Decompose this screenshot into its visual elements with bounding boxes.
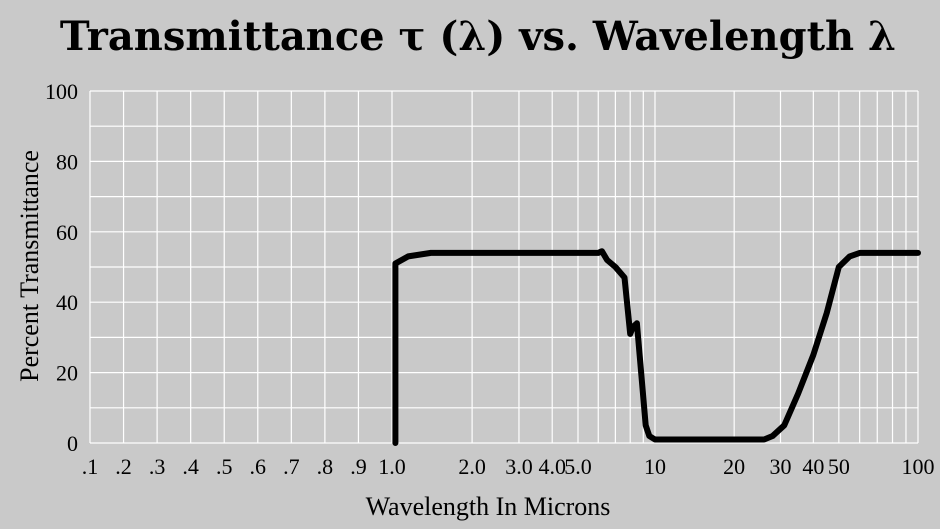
x-tick-label: .7: [283, 454, 300, 479]
x-tick-labels: .1 .2 .3 .4 .5 .6 .7 .8 .9 1.0 2.0 3.0 4.05.0 10 20 30 4…: [82, 454, 935, 479]
x-tick-label: 50: [828, 454, 850, 479]
y-axis-label: Percent Transmittance: [15, 150, 44, 382]
x-tick-label: .6: [250, 454, 267, 479]
y-tick-label: 20: [56, 361, 78, 386]
y-tick-label: 40: [56, 290, 78, 315]
x-tick-label: .4: [182, 454, 199, 479]
x-axis-label: Wavelength In Microns: [366, 492, 611, 521]
chart-title: Transmittance τ (λ) vs. Wavelength λ: [60, 13, 896, 60]
x-tick-label: .9: [350, 454, 367, 479]
x-tick-label: 4.0: [538, 454, 566, 479]
x-tick-label: 20: [723, 454, 745, 479]
x-tick-label: 5.0: [564, 454, 592, 479]
y-tick-label: 0: [67, 431, 78, 456]
x-tick-label: .8: [317, 454, 334, 479]
x-tick-label: 40: [802, 454, 824, 479]
x-tick-label: .3: [149, 454, 166, 479]
x-tick-label: 2.0: [458, 454, 486, 479]
x-tick-label: 30: [769, 454, 791, 479]
y-tick-label: 60: [56, 220, 78, 245]
x-tick-label: .2: [115, 454, 132, 479]
y-tick-labels: 0 20 40 60 80 100: [45, 79, 78, 456]
x-tick-label: .5: [216, 454, 233, 479]
x-tick-label: 100: [902, 454, 935, 479]
x-tick-label: 10: [644, 454, 666, 479]
transmittance-line: [392, 248, 921, 446]
x-tick-label: .1: [82, 454, 99, 479]
y-tick-label: 80: [56, 149, 78, 174]
x-tick-label: 1.0: [378, 454, 406, 479]
y-tick-label: 100: [45, 79, 78, 104]
x-tick-label: 3.0: [505, 454, 533, 479]
series-layer: [392, 248, 921, 446]
grid: [89, 90, 919, 444]
